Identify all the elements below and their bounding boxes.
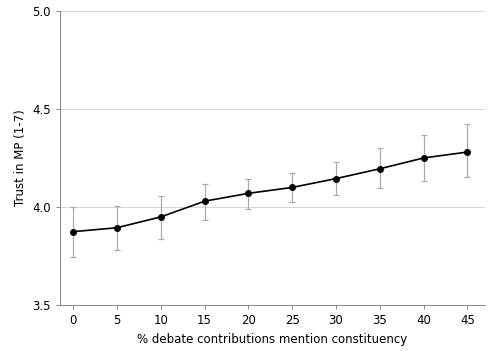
X-axis label: % debate contributions mention constituency: % debate contributions mention constitue… [138, 333, 407, 346]
Y-axis label: Trust in MP (1-7): Trust in MP (1-7) [14, 110, 27, 206]
